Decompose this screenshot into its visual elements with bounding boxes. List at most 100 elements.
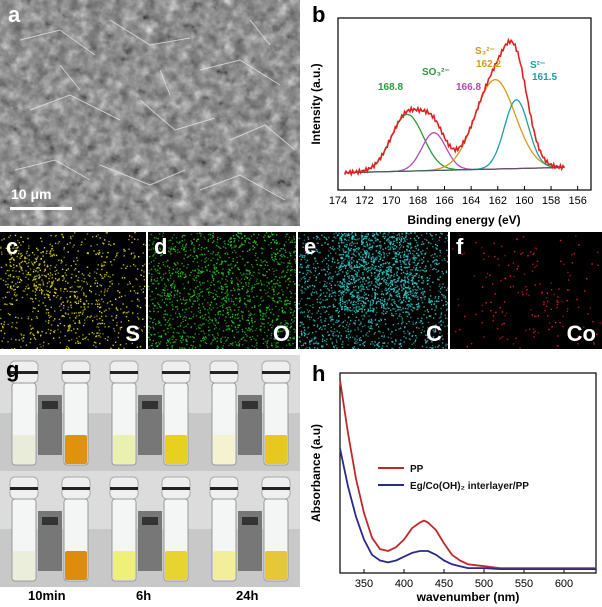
map-dot	[45, 312, 48, 314]
map-dot	[101, 263, 103, 265]
map-dot	[235, 245, 237, 247]
map-dot	[439, 236, 441, 239]
map-dot	[383, 237, 386, 240]
map-dot	[276, 279, 279, 282]
map-dot	[96, 332, 98, 334]
map-dot	[365, 263, 367, 266]
map-dot	[438, 321, 440, 324]
map-dot	[49, 275, 51, 277]
map-dot	[188, 347, 191, 349]
map-dot	[77, 302, 80, 304]
map-dot	[320, 313, 322, 315]
map-dot	[344, 289, 346, 291]
map-dot	[575, 235, 577, 237]
map-dot	[34, 294, 37, 296]
map-dot	[192, 269, 194, 272]
map-dot	[403, 287, 405, 289]
map-dot	[169, 251, 171, 253]
map-dot	[234, 238, 236, 240]
map-dot	[403, 280, 405, 282]
map-dot	[37, 255, 39, 257]
map-dot	[221, 272, 223, 274]
map-dot	[213, 267, 215, 269]
map-dot	[328, 289, 330, 291]
map-dot	[109, 300, 112, 302]
map-dot	[285, 330, 287, 332]
map-dot	[27, 255, 29, 257]
map-dot	[198, 333, 200, 335]
map-dot	[178, 251, 181, 253]
map-dot	[387, 288, 390, 290]
map-dot	[264, 274, 267, 276]
map-dot	[248, 237, 250, 240]
map-dot	[332, 334, 334, 336]
map-dot	[400, 302, 402, 304]
map-dot	[130, 336, 132, 338]
map-dot	[408, 298, 411, 300]
map-dot	[1, 340, 3, 342]
map-dot	[385, 281, 387, 283]
map-dot	[285, 299, 287, 302]
map-dot	[194, 300, 196, 302]
map-dot	[59, 322, 61, 325]
map-dot	[426, 316, 428, 319]
map-dot	[355, 255, 357, 257]
map-dot	[238, 236, 240, 238]
map-dot	[409, 242, 411, 244]
map-dot	[251, 320, 253, 322]
map-dot	[481, 286, 484, 288]
map-dot	[112, 274, 114, 276]
map-dot	[298, 307, 300, 310]
map-dot	[369, 307, 371, 309]
map-dot	[195, 328, 198, 330]
map-dot	[352, 248, 355, 251]
map-dot	[371, 267, 374, 269]
map-dot	[236, 282, 239, 285]
map-dot	[167, 319, 170, 322]
map-dot	[358, 254, 360, 256]
map-dot	[184, 254, 187, 256]
map-dot	[286, 233, 289, 235]
map-dot	[263, 274, 265, 277]
map-dot	[274, 258, 276, 260]
map-dot	[369, 266, 371, 269]
map-dot	[412, 286, 415, 288]
map-dot	[360, 302, 362, 305]
map-dot	[417, 296, 419, 298]
map-dot	[221, 336, 224, 338]
map-dot	[408, 233, 410, 235]
map-dot	[292, 241, 294, 243]
map-dot	[214, 268, 216, 270]
map-dot	[498, 264, 500, 266]
map-dot	[290, 292, 293, 294]
map-dot	[236, 317, 238, 319]
map-dot	[311, 339, 313, 342]
map-dot	[228, 300, 230, 302]
map-dot	[365, 233, 367, 235]
map-dot	[230, 310, 233, 312]
map-dot	[148, 325, 150, 328]
map-dot	[441, 299, 443, 302]
map-dot	[378, 279, 380, 281]
map-dot	[573, 253, 575, 255]
map-dot	[442, 283, 444, 285]
map-dot	[81, 287, 84, 289]
map-dot	[349, 249, 351, 251]
map-dot	[347, 330, 349, 333]
map-dot	[144, 297, 146, 299]
map-dot	[153, 304, 156, 306]
map-dot	[198, 271, 200, 273]
map-dot	[362, 260, 365, 263]
map-dot	[21, 269, 23, 271]
map-dot	[260, 297, 262, 299]
map-dot	[43, 247, 46, 249]
map-dot	[407, 256, 409, 258]
map-dot	[499, 307, 501, 309]
map-dot	[212, 292, 214, 294]
map-dot	[181, 348, 184, 349]
map-dot	[413, 256, 415, 258]
map-dot	[214, 317, 216, 320]
map-dot	[179, 316, 182, 318]
map-dot	[354, 342, 356, 344]
vial-pair-photo	[0, 355, 100, 471]
